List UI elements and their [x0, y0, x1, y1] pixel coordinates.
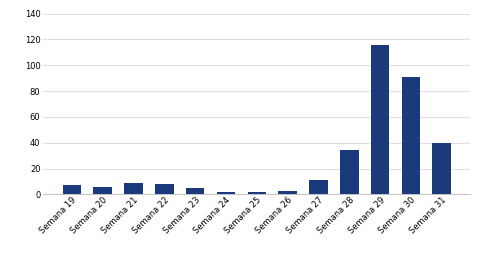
Bar — [340, 150, 359, 194]
Bar — [278, 191, 297, 194]
Bar — [124, 183, 143, 194]
Bar — [217, 192, 235, 194]
Bar — [402, 77, 420, 194]
Bar — [371, 45, 389, 194]
Bar — [94, 187, 112, 194]
Bar — [309, 180, 328, 194]
Bar — [248, 192, 266, 194]
Bar — [186, 188, 204, 194]
Bar — [62, 185, 81, 194]
Bar — [155, 184, 174, 194]
Bar — [432, 143, 451, 194]
